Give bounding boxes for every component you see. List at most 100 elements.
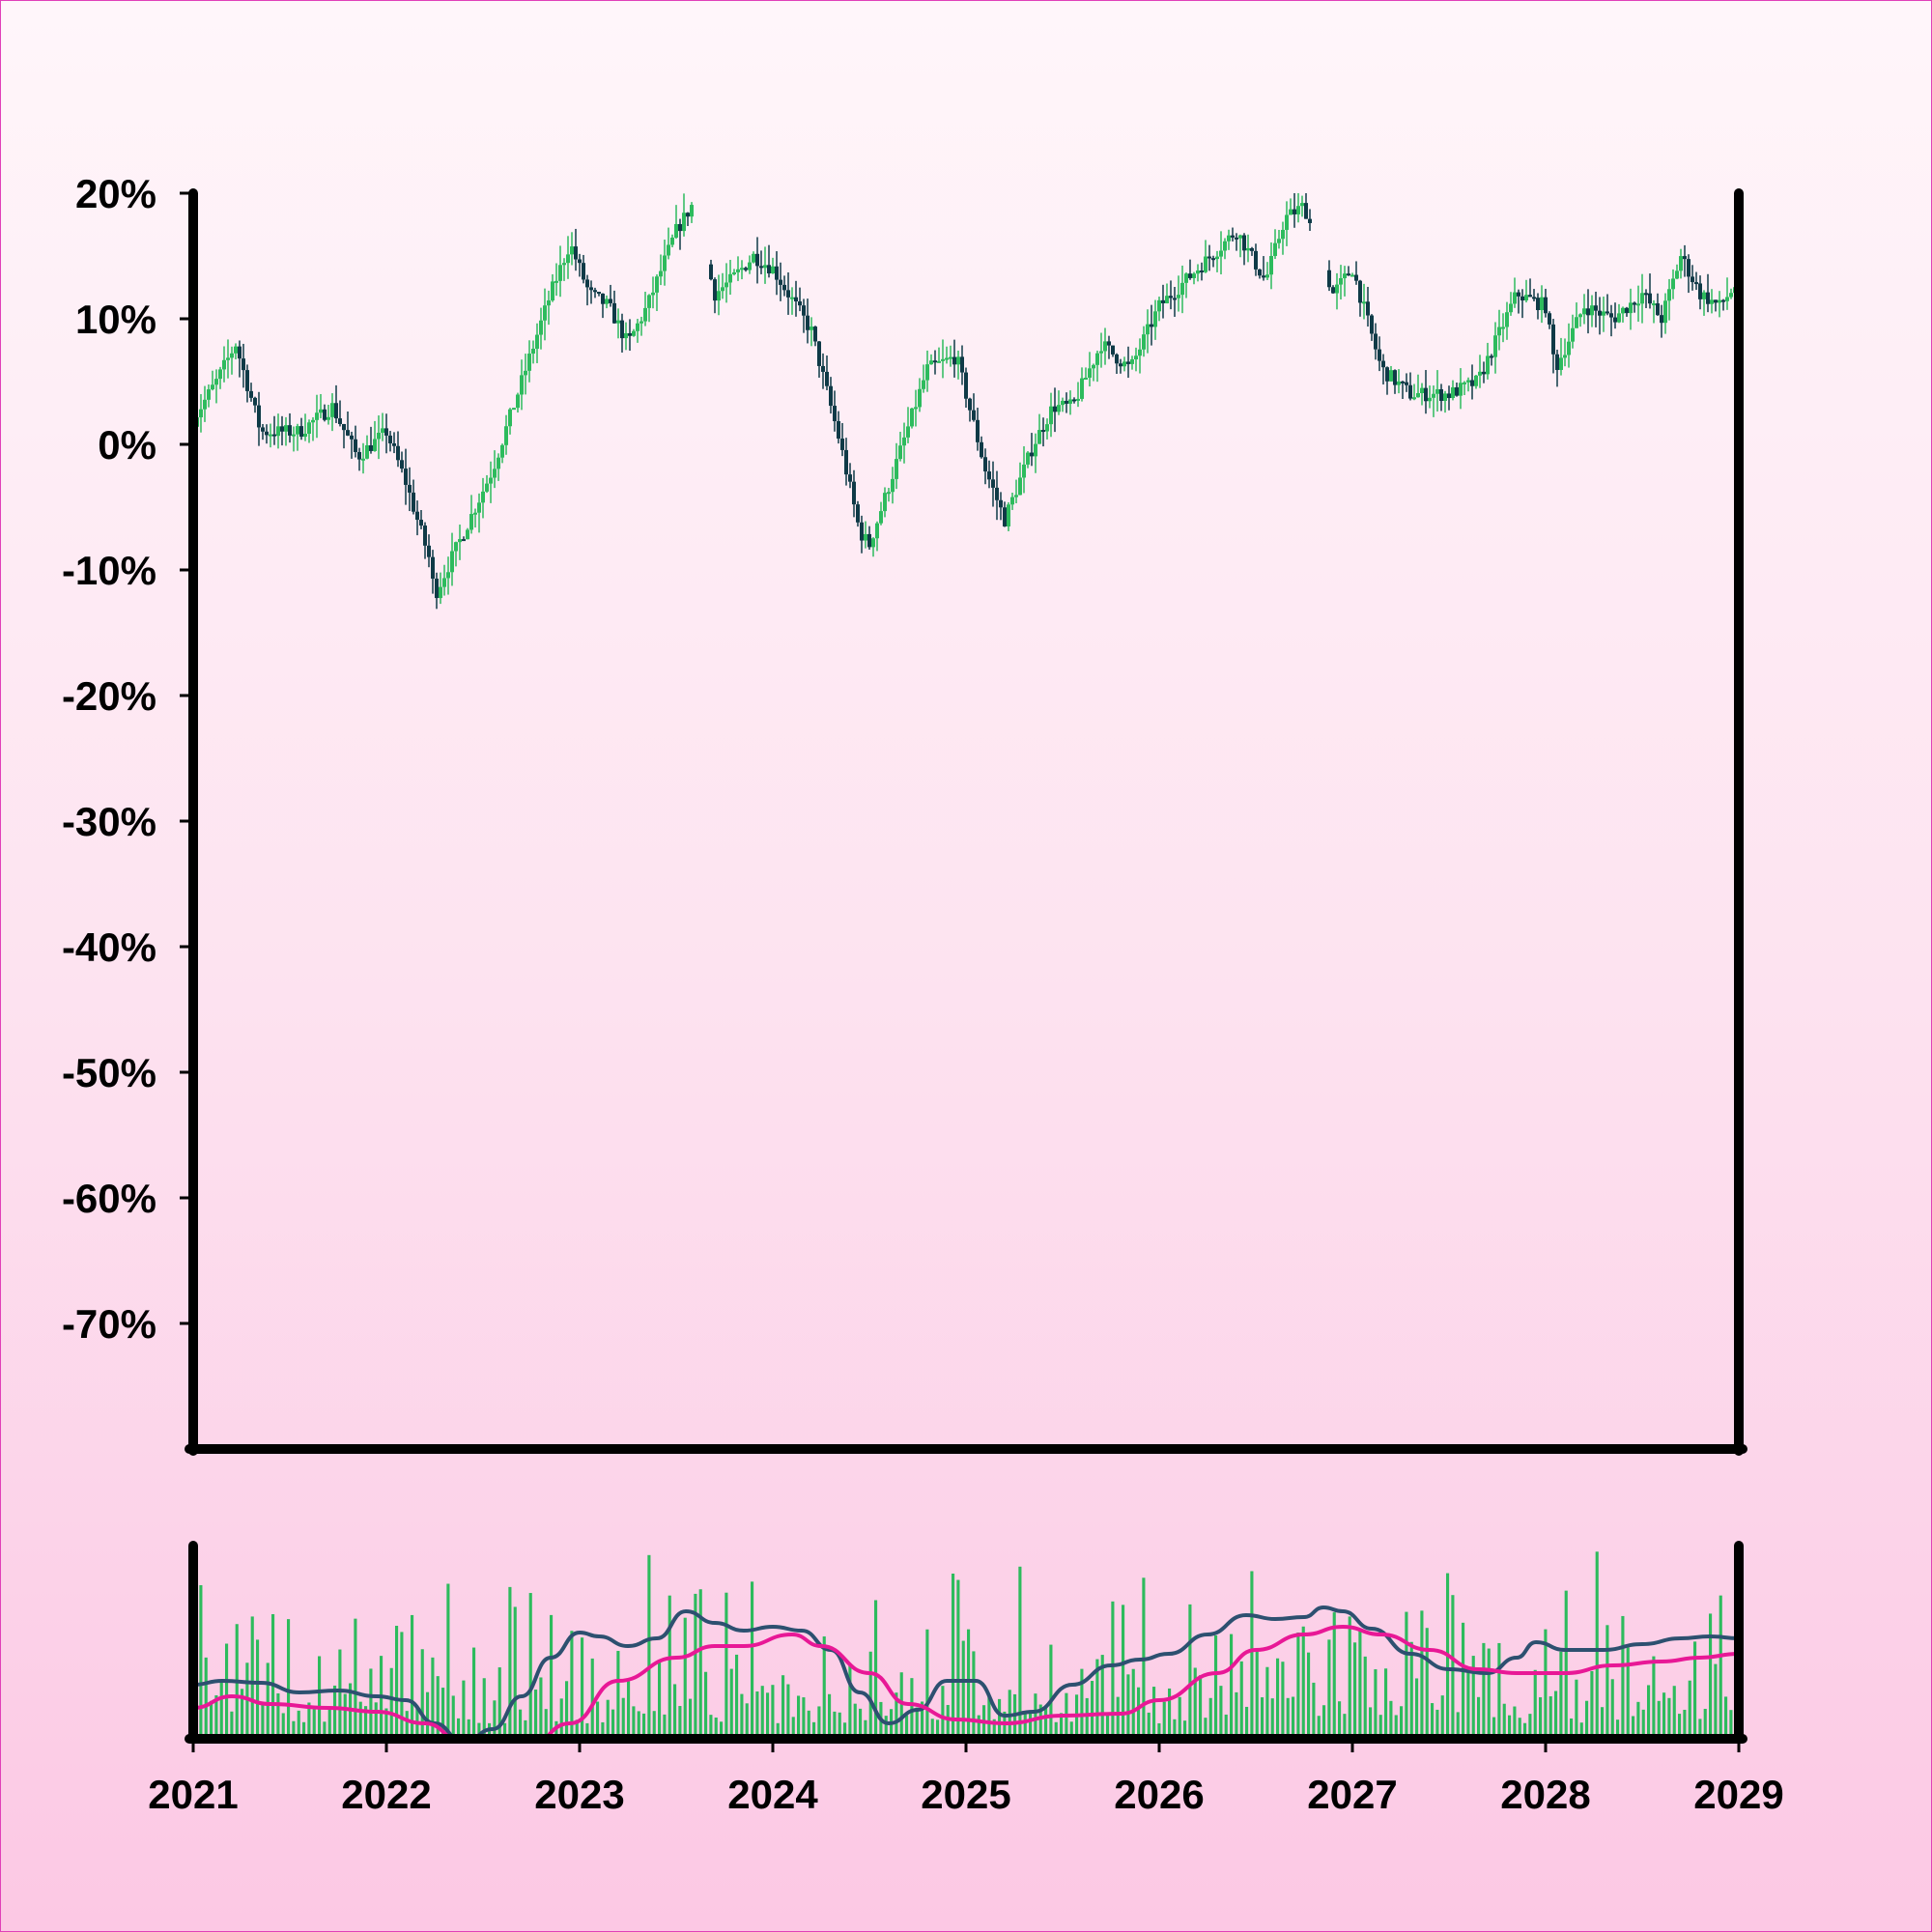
candle-body — [1126, 361, 1130, 364]
volume-bar — [1286, 1697, 1290, 1739]
volume-bar — [462, 1680, 466, 1739]
volume-bar — [1322, 1705, 1326, 1739]
candle-body — [1640, 293, 1644, 304]
candle-body — [1405, 382, 1408, 385]
candle-body — [473, 512, 477, 515]
volume-bar — [915, 1707, 919, 1739]
volume-bar — [802, 1697, 806, 1739]
candle-body — [628, 333, 632, 336]
candle-body — [1551, 324, 1555, 355]
volume-bar — [1044, 1707, 1048, 1739]
candle-body — [925, 364, 929, 381]
candle-body — [446, 572, 450, 579]
candle-body — [1269, 255, 1273, 275]
volume-bar — [621, 1697, 625, 1739]
candle-body — [303, 433, 307, 438]
candle-body — [1092, 364, 1095, 369]
candle-body — [431, 556, 435, 579]
y-tick-label: -70% — [62, 1301, 156, 1347]
volume-bar — [637, 1711, 640, 1739]
volume-bar — [1199, 1675, 1203, 1739]
volume-bar — [632, 1706, 636, 1739]
volume-bar — [1312, 1682, 1316, 1739]
volume-bar — [497, 1667, 501, 1739]
volume-bar — [534, 1690, 538, 1739]
candle-body — [1138, 349, 1142, 356]
volume-bar — [1647, 1685, 1651, 1739]
candle-body — [516, 394, 520, 409]
volume-bar — [1528, 1714, 1532, 1739]
volume-bar — [1672, 1686, 1676, 1739]
candle-body — [1660, 315, 1663, 324]
volume-bar — [1338, 1701, 1342, 1739]
candle-body — [323, 409, 327, 420]
volume-bar — [1353, 1642, 1357, 1739]
candle-body — [1544, 297, 1548, 314]
volume-bar — [508, 1586, 512, 1739]
candle-body — [558, 265, 562, 281]
candle-body — [1513, 292, 1517, 304]
candle-body — [1211, 258, 1215, 261]
volume-bar — [1106, 1714, 1110, 1739]
candle-body — [1061, 400, 1065, 406]
candle-body — [1041, 430, 1045, 433]
candle-body — [1296, 206, 1300, 214]
candle-body — [1478, 371, 1482, 376]
volume-bar — [1281, 1662, 1285, 1739]
candle-body — [636, 323, 639, 331]
volume-bar — [781, 1675, 785, 1739]
volume-bar — [1570, 1718, 1574, 1739]
candle-body — [512, 408, 516, 411]
volume-bar — [812, 1721, 816, 1739]
volume-bar — [1466, 1668, 1470, 1739]
candle-body — [1559, 357, 1563, 370]
candle-body — [1648, 293, 1652, 304]
volume-bar — [1111, 1601, 1115, 1739]
candle-body — [435, 578, 439, 599]
candle-body — [442, 578, 446, 587]
volume-bar — [601, 1721, 605, 1739]
volume-bar — [977, 1715, 980, 1739]
volume-bar — [658, 1660, 662, 1739]
candle-body — [1590, 305, 1594, 316]
volume-bar — [1435, 1709, 1439, 1739]
candle-body — [1308, 218, 1312, 223]
candle-body — [1354, 274, 1358, 281]
volume-bar — [822, 1636, 826, 1739]
candle-body — [369, 444, 373, 451]
volume-bar — [704, 1671, 708, 1739]
candle-body — [1536, 298, 1540, 311]
candle-body — [1729, 293, 1733, 298]
volume-bar — [1425, 1628, 1429, 1739]
volume-bar — [297, 1710, 300, 1739]
volume-bar — [426, 1691, 430, 1739]
candle-body — [396, 445, 400, 461]
volume-bar — [1585, 1700, 1589, 1739]
volume-bar — [678, 1706, 682, 1739]
candle-body — [214, 379, 218, 385]
candle-body — [1470, 380, 1474, 386]
candle-body — [388, 435, 392, 443]
candle-body — [1180, 282, 1184, 296]
y-tick-label: -40% — [62, 924, 156, 970]
volume-bar — [1518, 1718, 1521, 1739]
volume-bar — [1539, 1697, 1543, 1739]
candle-body — [1636, 303, 1640, 306]
candle-body — [1644, 293, 1648, 296]
volume-panel: 2021 2022 2023 2024 2025 2026 2027 2028 2029 — [148, 1541, 1784, 1817]
candle-body — [1150, 324, 1153, 327]
volume-bar — [276, 1692, 280, 1739]
candle-body — [991, 479, 995, 488]
candle-body — [1690, 276, 1694, 283]
volume-bar — [833, 1711, 837, 1739]
volume-bar — [895, 1692, 898, 1739]
candle-body — [632, 330, 636, 336]
candle-body — [1721, 299, 1725, 302]
candle-body — [945, 357, 949, 360]
candle-body — [439, 586, 442, 599]
candle-body — [1277, 239, 1281, 243]
candle-body — [288, 425, 292, 436]
candle-body — [1034, 443, 1037, 457]
volume-bar — [1296, 1632, 1300, 1739]
volume-bar — [539, 1677, 543, 1739]
